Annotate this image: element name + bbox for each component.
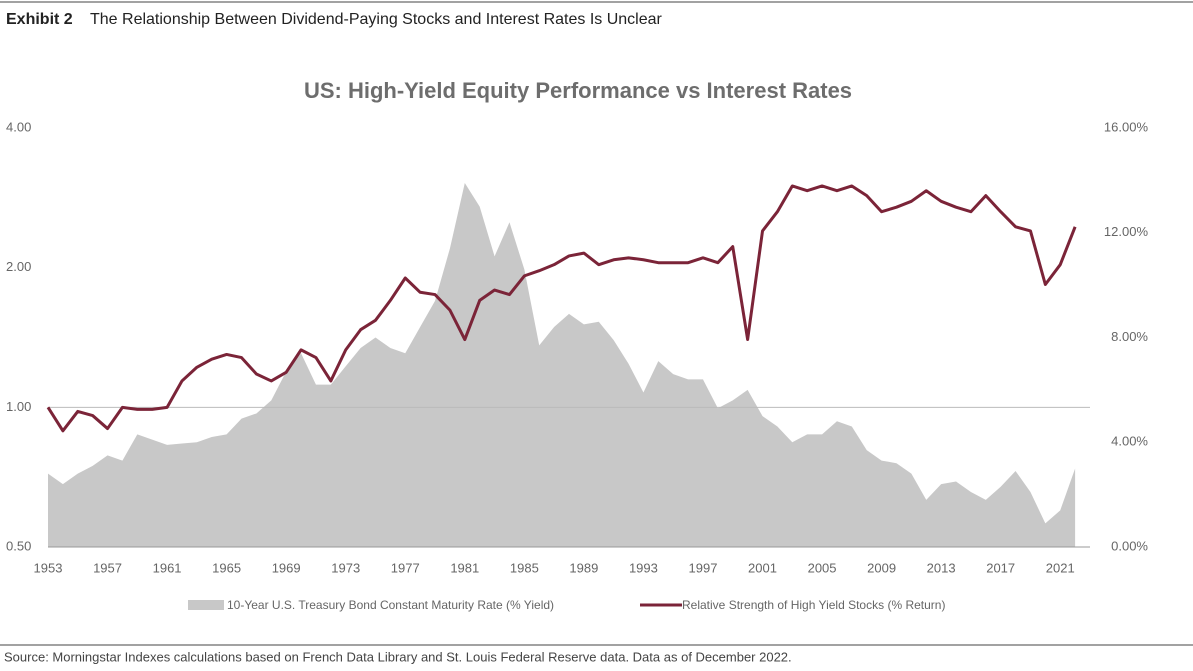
x-tick-label: 1957 <box>93 560 122 575</box>
x-tick-label: 2005 <box>808 560 837 575</box>
legend-swatch <box>188 600 224 610</box>
y-tick-label: 0.50 <box>6 538 31 553</box>
x-tick-label: 1989 <box>569 560 598 575</box>
x-tick-label: 2001 <box>748 560 777 575</box>
y2-tick-label: 12.00% <box>1104 224 1149 239</box>
area <box>48 182 1076 547</box>
source-note: Source: Morningstar Indexes calculations… <box>4 649 792 664</box>
legend-label: Relative Strength of High Yield Stocks (… <box>682 598 945 612</box>
x-tick-label: 1997 <box>689 560 718 575</box>
x-tick-label: 1981 <box>450 560 479 575</box>
x-tick-label: 2013 <box>927 560 956 575</box>
y-tick-label: 2.00 <box>6 259 31 274</box>
legend-label: 10-Year U.S. Treasury Bond Constant Matu… <box>227 598 554 612</box>
x-tick-label: 2009 <box>867 560 896 575</box>
chart-title: US: High-Yield Equity Performance vs Int… <box>304 78 852 103</box>
exhibit-label: Exhibit 2 <box>6 11 73 28</box>
x-tick-label: 1993 <box>629 560 658 575</box>
x-tick-label: 1977 <box>391 560 420 575</box>
x-tick-label: 1985 <box>510 560 539 575</box>
x-tick-label: 1965 <box>212 560 241 575</box>
y-tick-label: 1.00 <box>6 399 31 414</box>
y2-tick-label: 16.00% <box>1104 119 1149 134</box>
x-tick-label: 1953 <box>34 560 63 575</box>
exhibit-title: The Relationship Between Dividend-Paying… <box>90 11 663 28</box>
x-tick-label: 1969 <box>272 560 301 575</box>
x-tick-label: 1973 <box>331 560 360 575</box>
line <box>46 184 1077 433</box>
y2-tick-label: 8.00% <box>1111 329 1148 344</box>
x-tick-label: 2021 <box>1046 560 1075 575</box>
x-tick-label: 2017 <box>986 560 1015 575</box>
x-tick-label: 1961 <box>153 560 182 575</box>
y2-tick-label: 4.00% <box>1111 434 1148 449</box>
y-tick-label: 4.00 <box>6 119 31 134</box>
y2-tick-label: 0.00% <box>1111 538 1148 553</box>
